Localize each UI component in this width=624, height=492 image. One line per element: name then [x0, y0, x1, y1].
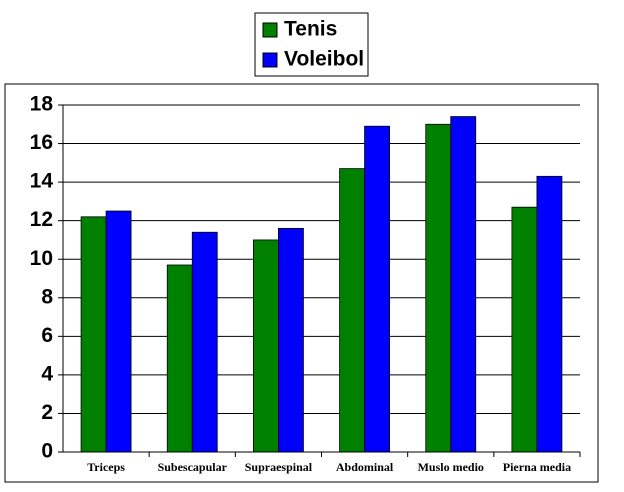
bar	[425, 123, 452, 453]
legend-label: Tenis	[284, 18, 337, 41]
x-tick-label: Supraespinal	[245, 460, 313, 474]
y-tick-label: 4	[41, 362, 53, 385]
bar	[105, 210, 132, 453]
bar	[339, 168, 365, 453]
y-tick-label: 16	[30, 131, 53, 154]
y-tick-label: 8	[41, 285, 53, 308]
x-tick-label: Muslo medio	[418, 460, 484, 474]
bar	[191, 231, 218, 453]
legend-label: Voleibol	[284, 48, 364, 71]
bar	[278, 227, 304, 453]
bar	[253, 239, 279, 453]
y-tick-label: 2	[41, 401, 53, 424]
x-tick-label: Subescapular	[158, 460, 228, 474]
bar	[450, 116, 477, 453]
bar	[80, 216, 107, 453]
bar	[166, 264, 193, 453]
y-tick-label: 14	[30, 170, 54, 193]
x-tick-label: Abdominal	[336, 460, 394, 474]
y-tick-label: 12	[30, 208, 53, 231]
x-tick-label: Triceps	[87, 460, 125, 474]
y-tick-label: 0	[41, 440, 53, 463]
legend-swatch	[262, 52, 278, 68]
bar	[536, 175, 563, 453]
y-tick-label: 10	[30, 247, 53, 270]
bar	[511, 206, 538, 453]
y-tick-label: 6	[41, 324, 53, 347]
legend-swatch	[262, 22, 278, 38]
bar	[364, 125, 390, 453]
y-tick-label: 18	[30, 93, 54, 116]
x-tick-label: Pierna media	[503, 460, 571, 474]
